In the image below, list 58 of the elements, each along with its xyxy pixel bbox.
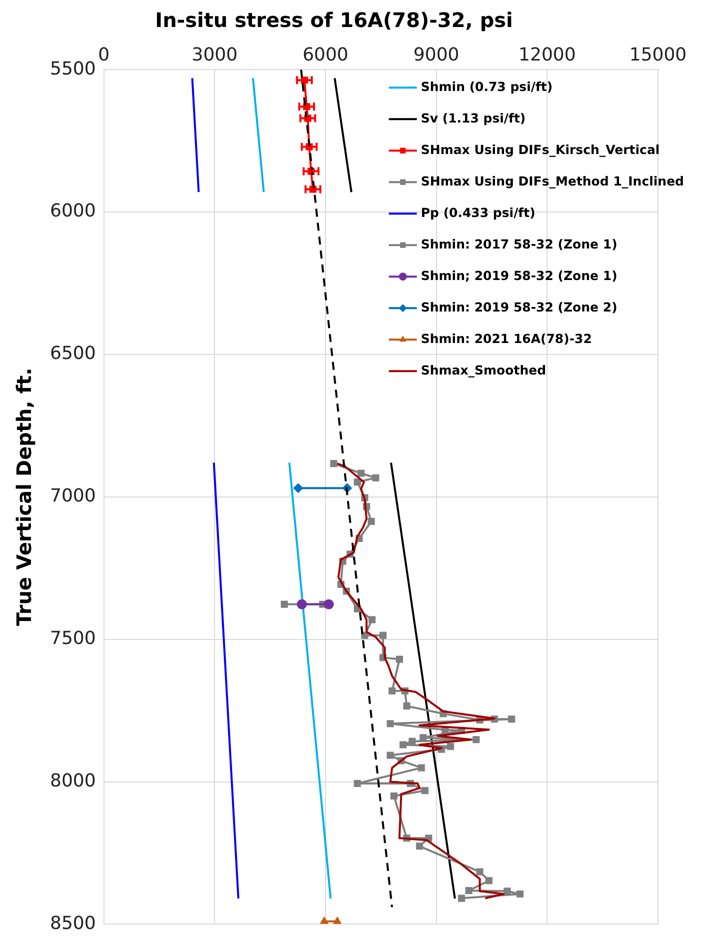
y-tick-label: 6500 xyxy=(50,343,96,364)
point xyxy=(388,687,396,694)
point xyxy=(418,764,425,772)
legend-label: Shmax_Smoothed xyxy=(420,362,546,378)
point xyxy=(386,752,394,759)
legend-label: Shmin: 2019 58-32 (Zone 2) xyxy=(420,299,618,314)
x-tick-label: 6000 xyxy=(302,44,348,66)
point xyxy=(408,738,416,745)
x-tick-label: 3000 xyxy=(192,44,238,66)
y-tick-label: 6000 xyxy=(50,200,96,222)
point xyxy=(396,656,403,663)
point xyxy=(324,599,334,610)
point xyxy=(386,720,394,728)
x-tick-label: 15000 xyxy=(629,44,687,66)
point xyxy=(465,887,472,894)
legend-label: SHmax Using DIFs_Method 1_Inclined xyxy=(420,173,684,188)
point xyxy=(458,894,466,902)
y-tick-label: 7500 xyxy=(50,628,96,650)
point xyxy=(280,600,288,608)
legend-label: Shmin (0.73 psi/ft) xyxy=(420,78,553,94)
legend-label: Shmin: 2021 16A(78)-32 xyxy=(420,330,592,346)
point xyxy=(416,842,424,850)
point xyxy=(504,888,511,895)
x-tick-label: 0 xyxy=(98,44,110,66)
point xyxy=(420,734,427,742)
legend-label: SHmax Using DIFs_Kirsch_Vertical xyxy=(420,142,660,157)
point xyxy=(296,599,307,610)
y-axis-title: True Vertical Depth, ft. xyxy=(12,368,36,626)
point xyxy=(354,780,361,788)
x-tick-label: 9000 xyxy=(413,44,460,66)
point xyxy=(516,890,524,898)
x-tick-label: 12000 xyxy=(518,44,576,66)
point xyxy=(354,478,361,486)
point xyxy=(368,518,375,525)
point xyxy=(485,877,492,884)
point xyxy=(421,787,429,794)
point xyxy=(372,474,380,482)
point xyxy=(403,702,410,710)
y-tick-label: 8000 xyxy=(50,770,96,792)
y-tick-label: 5500 xyxy=(50,58,96,80)
point xyxy=(472,736,480,744)
legend-label: Pp (0.433 psi/ft) xyxy=(420,204,536,220)
point xyxy=(447,742,454,750)
point xyxy=(358,470,365,477)
point xyxy=(330,460,338,468)
point xyxy=(379,632,387,639)
chart-title: In-situ stress of 16A(78)-32, psi xyxy=(155,8,513,32)
legend-label: Shmin: 2017 58-32 (Zone 1) xyxy=(420,236,618,252)
point xyxy=(400,741,407,748)
point xyxy=(390,792,398,800)
point xyxy=(293,483,304,494)
legend-label: Sv (1.13 psi/ft) xyxy=(420,110,526,126)
point xyxy=(476,868,484,876)
point xyxy=(508,716,516,723)
y-tick-label: 8500 xyxy=(50,912,96,934)
y-tick-label: 7000 xyxy=(50,486,96,507)
legend-label: Shmin; 2019 58-32 (Zone 1) xyxy=(420,268,618,283)
point xyxy=(368,616,376,624)
